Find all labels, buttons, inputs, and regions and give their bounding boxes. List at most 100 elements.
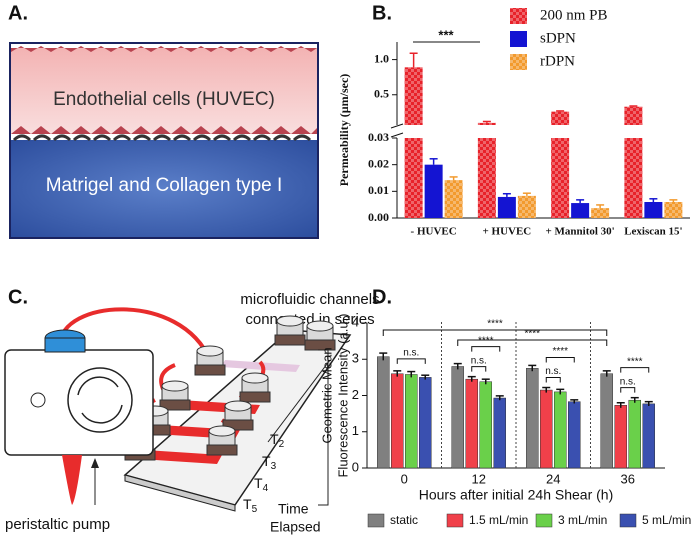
sig-label: **** bbox=[524, 329, 540, 340]
panel-a: A. Endothelial cells (HUVEC) Matrigel an… bbox=[8, 2, 319, 239]
bar bbox=[404, 67, 423, 125]
endothelial-layer bbox=[11, 48, 317, 134]
light-icon bbox=[30, 392, 46, 408]
matrigel-label: Matrigel and Collagen type I bbox=[46, 175, 283, 196]
sig-bracket bbox=[545, 357, 575, 363]
y-tick-label: 4 bbox=[352, 314, 359, 329]
well-base bbox=[239, 391, 271, 403]
panel-label: B. bbox=[372, 2, 392, 24]
panel-label: D. bbox=[372, 286, 392, 308]
sig-bracket bbox=[471, 346, 501, 352]
y-axis-label: Geometric Mean bbox=[319, 347, 334, 443]
well-base bbox=[159, 399, 191, 411]
y-tick-label: 2 bbox=[352, 387, 359, 402]
bar bbox=[644, 202, 663, 218]
legend-label: static bbox=[390, 513, 418, 527]
well-base bbox=[194, 364, 226, 376]
pump-label: peristaltic pump bbox=[5, 516, 110, 533]
sig-bracket bbox=[396, 358, 426, 364]
time-point-base: T bbox=[262, 453, 271, 469]
sig-label: **** bbox=[487, 319, 503, 330]
sig-label: **** bbox=[627, 356, 643, 367]
well-base bbox=[274, 334, 306, 346]
well-top bbox=[161, 380, 189, 392]
y-tick-label: 0 bbox=[352, 459, 359, 474]
x-tick-label: + Mannitol 30' bbox=[546, 226, 615, 238]
well-top bbox=[276, 315, 304, 327]
sig-label: **** bbox=[478, 335, 494, 346]
y-tick-label: 0.00 bbox=[368, 210, 389, 224]
y-tick-label: 3 bbox=[352, 351, 359, 366]
sig-label: n.s. bbox=[471, 355, 487, 366]
pump-arrowhead bbox=[91, 458, 99, 468]
legend-swatch bbox=[619, 513, 637, 528]
panel-label: C. bbox=[8, 286, 28, 308]
time-point-base: T bbox=[270, 431, 279, 447]
legend-label: rDPN bbox=[540, 53, 575, 69]
time-label: Elapsed bbox=[270, 519, 321, 535]
y-tick-label: 1 bbox=[352, 423, 359, 438]
sig-bracket bbox=[471, 366, 487, 372]
bar bbox=[568, 401, 581, 469]
sig-label: n.s. bbox=[403, 347, 419, 358]
sig-label: *** bbox=[438, 27, 454, 42]
x-tick-label: Lexiscan 15' bbox=[624, 226, 682, 238]
bar bbox=[493, 397, 506, 469]
panel-c: C. microfluidic channels connected in se… bbox=[4, 286, 380, 535]
bar bbox=[424, 164, 443, 218]
reservoir bbox=[62, 455, 82, 505]
bar bbox=[591, 208, 610, 218]
channels-label: microfluidic channels bbox=[240, 291, 379, 308]
legend-swatch bbox=[446, 513, 464, 528]
time-bracket bbox=[318, 349, 329, 506]
x-tick-label: + HUVEC bbox=[483, 226, 532, 238]
charts: B. 0.00 0.01 0.02 0.03 0.5 1.0 Permeability (µm… bbox=[319, 2, 691, 528]
time-point-sub: 2 bbox=[279, 439, 285, 450]
well-top bbox=[241, 372, 269, 384]
bar bbox=[444, 180, 463, 218]
legend-label: sDPN bbox=[540, 30, 576, 46]
bar bbox=[551, 138, 570, 218]
x-tick-label: 0 bbox=[401, 471, 408, 486]
legend-label: 200 nm PB bbox=[540, 7, 608, 23]
well-base bbox=[222, 419, 254, 431]
bar bbox=[479, 381, 492, 469]
legend-swatch bbox=[510, 31, 527, 47]
cells-bottom bbox=[11, 126, 317, 134]
bar bbox=[540, 389, 553, 469]
well-top bbox=[208, 425, 236, 437]
chip-edge bbox=[124, 474, 236, 512]
bar bbox=[451, 366, 464, 469]
bar bbox=[664, 202, 683, 218]
well-top bbox=[224, 400, 252, 412]
sig-bracket bbox=[620, 387, 636, 393]
bar bbox=[551, 111, 570, 125]
time-point: T4 bbox=[254, 475, 269, 494]
time-point-base: T bbox=[243, 496, 252, 512]
cells-top bbox=[11, 46, 317, 52]
y-axis-label: Permeability (µm/sec) bbox=[337, 74, 351, 187]
bar bbox=[419, 377, 432, 469]
y-tick-label: 1.0 bbox=[374, 51, 389, 65]
time-arrow bbox=[267, 359, 331, 443]
legend-swatch bbox=[510, 54, 527, 70]
y-tick-label: 0.03 bbox=[368, 130, 389, 144]
bar bbox=[554, 391, 567, 469]
x-tick-label: 12 bbox=[472, 471, 486, 486]
membrane bbox=[12, 134, 312, 142]
bar bbox=[600, 373, 613, 469]
axis-break bbox=[390, 132, 404, 138]
time-point: T5 bbox=[243, 496, 258, 515]
bar bbox=[628, 399, 641, 469]
bar bbox=[571, 203, 590, 218]
legend-swatch bbox=[367, 513, 385, 528]
endothelial-label: Endothelial cells (HUVEC) bbox=[53, 89, 275, 110]
bar bbox=[614, 405, 627, 469]
bar bbox=[405, 374, 418, 469]
sig-label: **** bbox=[552, 346, 568, 357]
time-point-base: T bbox=[254, 475, 263, 491]
sig-bracket bbox=[457, 339, 608, 346]
x-tick-label: - HUVEC bbox=[411, 226, 457, 238]
sig-label: n.s. bbox=[620, 376, 636, 387]
bar bbox=[391, 373, 404, 469]
